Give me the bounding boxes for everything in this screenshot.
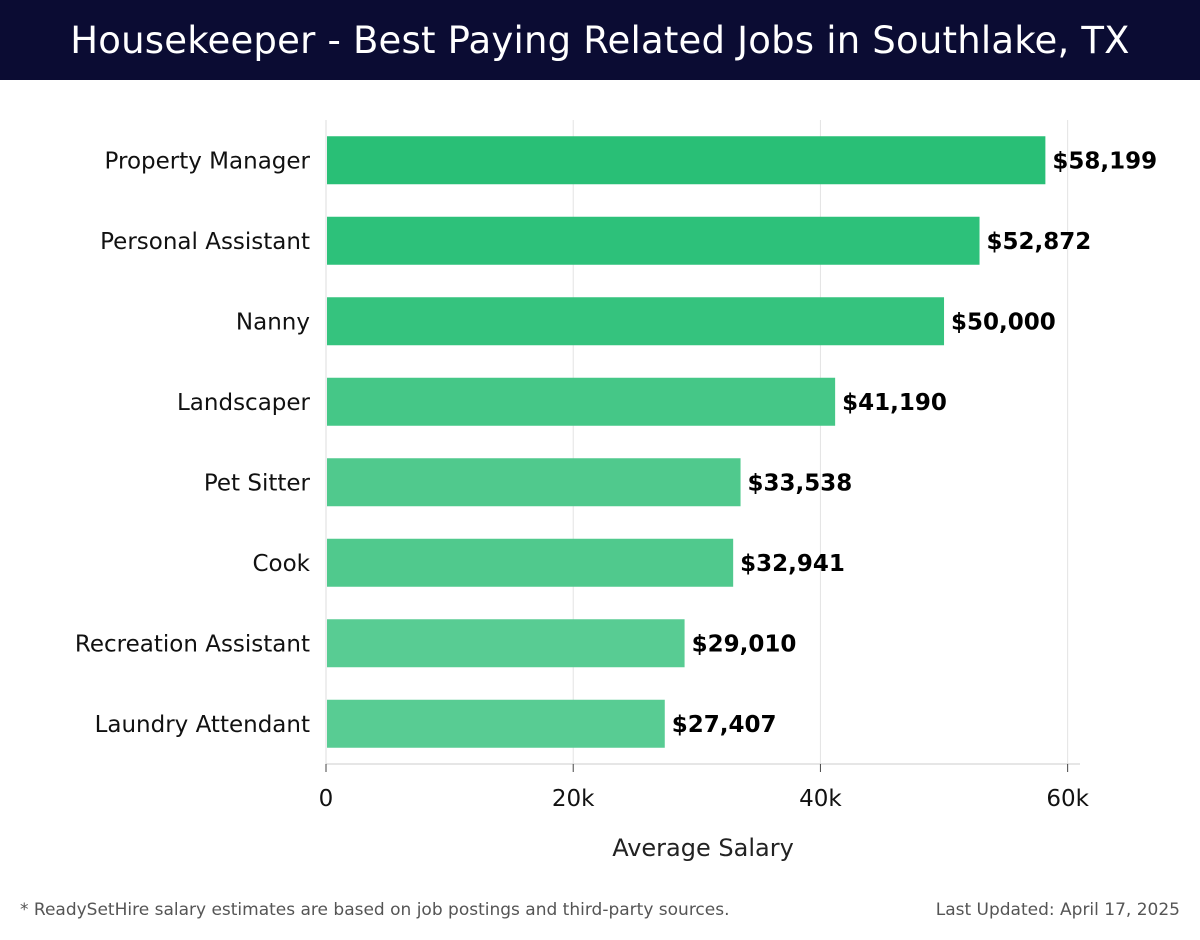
- category-label: Nanny: [236, 309, 310, 335]
- category-label: Personal Assistant: [100, 229, 310, 255]
- x-axis: 0 20k 40k 60k: [319, 763, 1090, 812]
- category-label: Pet Sitter: [204, 470, 311, 496]
- chart-header: Housekeeper - Best Paying Related Jobs i…: [0, 0, 1200, 80]
- bar: [327, 538, 734, 587]
- bar: [327, 136, 1046, 185]
- value-labels: $58,199 $52,872 $50,000 $41,190 $33,538 $32,9…: [672, 148, 1157, 738]
- x-tick-label: 0: [319, 786, 334, 812]
- bar: [327, 297, 945, 346]
- value-label: $41,190: [842, 390, 947, 416]
- bar: [327, 699, 665, 748]
- bars: [327, 136, 1046, 748]
- value-label: $58,199: [1052, 148, 1157, 174]
- category-label: Landscaper: [177, 390, 311, 416]
- bar: [327, 216, 980, 265]
- x-axis-label: Average Salary: [612, 834, 794, 862]
- x-tick-label: 40k: [799, 786, 842, 812]
- x-tick-label: 20k: [552, 786, 595, 812]
- value-label: $33,538: [748, 470, 853, 496]
- category-label: Laundry Attendant: [95, 712, 310, 738]
- category-label: Cook: [252, 551, 310, 577]
- value-label: $27,407: [672, 712, 777, 738]
- salary-bar-chart: Property Manager Personal Assistant Nanny L…: [75, 120, 1157, 862]
- value-label: $50,000: [951, 309, 1056, 335]
- value-label: $52,872: [987, 229, 1092, 255]
- bar: [327, 377, 836, 426]
- x-tick-label: 60k: [1046, 786, 1089, 812]
- value-label: $32,941: [740, 551, 845, 577]
- category-label: Recreation Assistant: [75, 631, 310, 657]
- value-label: $29,010: [692, 631, 797, 657]
- chart-title: Housekeeper - Best Paying Related Jobs i…: [70, 18, 1130, 62]
- grid-lines: [325, 120, 1069, 764]
- category-label: Property Manager: [105, 148, 311, 174]
- bar: [327, 619, 685, 668]
- last-updated: Last Updated: April 17, 2025: [935, 900, 1180, 920]
- footer-note: * ReadySetHire salary estimates are base…: [20, 900, 730, 920]
- category-labels: Property Manager Personal Assistant Nanny L…: [75, 148, 311, 738]
- bar: [327, 458, 741, 507]
